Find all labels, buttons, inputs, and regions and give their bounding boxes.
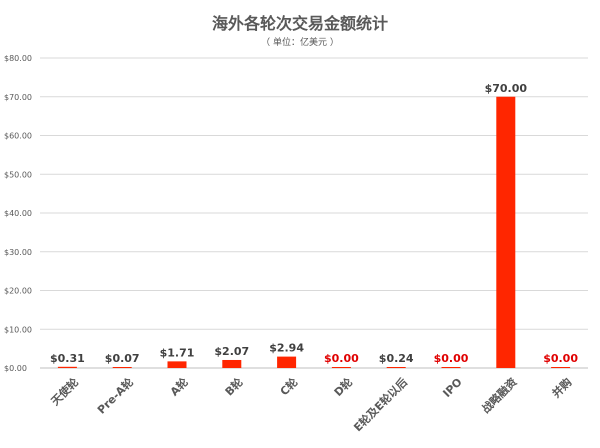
y-tick-label: $50.00 [4,170,32,179]
bar [551,367,571,368]
y-tick-label: $60.00 [4,132,32,141]
x-tick-label: B轮 [222,375,246,399]
chart-title: 海外各轮次交易金额统计 [211,14,388,33]
x-tick-label: Pre-A轮 [94,375,136,417]
x-tick-label: E轮及E轮以后 [351,375,410,434]
x-tick-label: C轮 [277,375,300,398]
data-label: $1.71 [160,346,195,359]
x-tick-label: IPO [440,376,464,400]
bar [277,356,297,368]
y-tick-label: $10.00 [4,325,32,334]
y-tick-label: $40.00 [4,209,32,218]
y-tick-label: $20.00 [4,287,32,296]
y-tick-label: $80.00 [4,54,32,63]
data-label: $2.07 [214,345,249,358]
x-tick-label: 战略融资 [479,375,520,416]
chart-subtitle: （ 单位：亿美元 ） [261,38,339,48]
y-tick-label: $30.00 [4,248,32,257]
data-label: $0.07 [105,352,140,365]
bar [386,367,406,368]
bar [112,367,132,368]
bar [331,367,351,368]
bar [441,367,461,368]
data-label: $0.31 [50,352,85,365]
data-label: $0.24 [379,352,414,365]
y-tick-label: $70.00 [4,93,32,102]
bar [496,96,516,368]
data-label: $70.00 [485,82,528,95]
bar [167,361,187,368]
x-tick-label: D轮 [331,375,355,399]
x-tick-label: A轮 [167,375,191,399]
bar [57,366,77,368]
x-tick-label: 天使轮 [48,375,81,408]
bar [222,359,242,368]
data-label: $0.00 [543,352,578,365]
data-label: $2.94 [269,342,304,355]
y-tick-label: $0.00 [4,364,27,373]
data-label: $0.00 [434,352,469,365]
data-label: $0.00 [324,352,359,365]
x-tick-label: 并购 [549,375,574,400]
